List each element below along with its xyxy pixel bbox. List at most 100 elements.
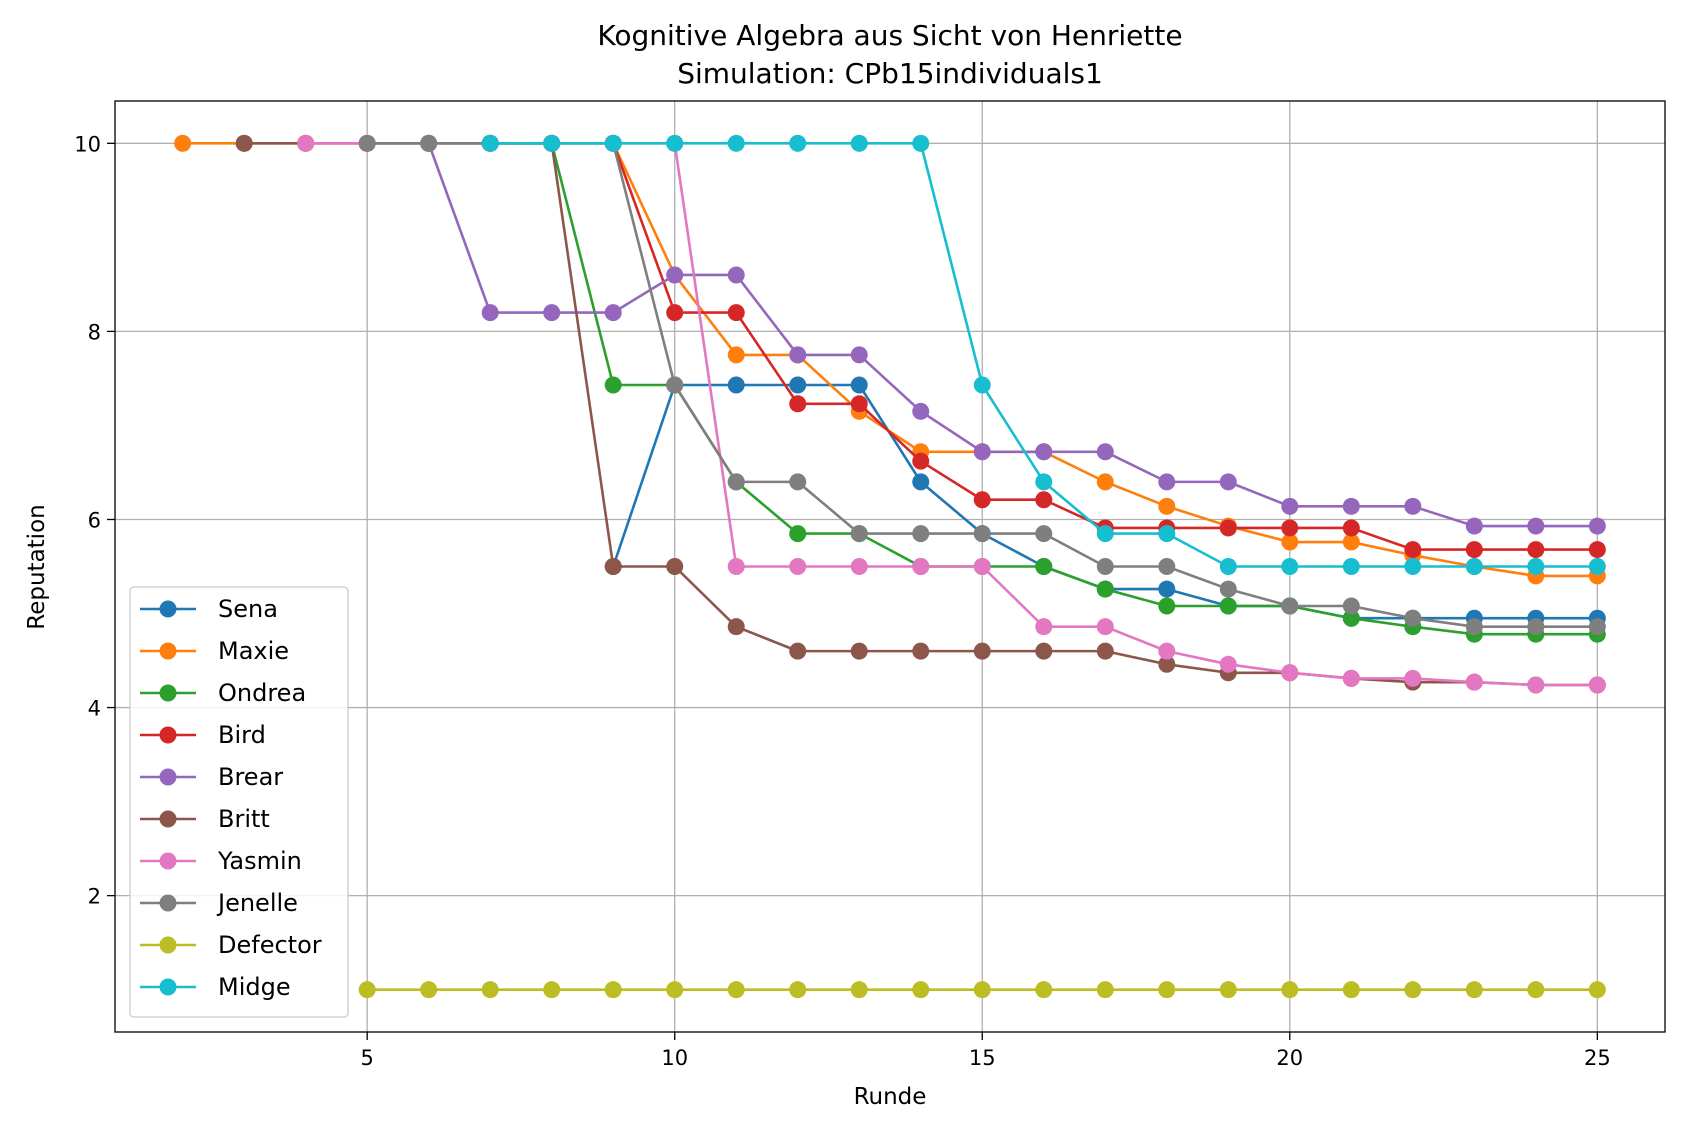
data-point-brear [1281,497,1299,515]
data-point-midge [543,134,561,152]
data-point-bird [666,304,684,322]
data-point-midge [1219,558,1237,575]
data-point-defector [912,981,930,999]
data-point-yasmin [1158,642,1176,660]
data-point-maxie [174,134,192,152]
data-point-yasmin [912,558,930,575]
data-point-midge [1342,558,1360,575]
data-point-brear [789,346,807,364]
data-point-midge [666,134,684,152]
data-point-jenelle [789,473,807,491]
data-point-yasmin [789,558,807,575]
data-point-defector [1404,981,1422,999]
data-point-defector [1465,981,1483,999]
data-point-defector [358,981,376,999]
series-group [174,134,1606,999]
data-point-bird [1527,541,1545,559]
data-point-jenelle [973,525,991,543]
data-point-brear [727,266,745,284]
data-point-maxie [1096,473,1114,491]
data-point-midge [850,134,868,152]
data-point-jenelle [1096,558,1114,575]
data-point-jenelle [1158,558,1176,575]
data-point-jenelle [1281,597,1299,615]
legend-marker-midge [159,978,177,996]
series-defector [358,981,1606,999]
data-point-midge [1035,473,1053,491]
data-point-sena [727,376,745,394]
data-point-britt [727,618,745,636]
data-point-britt [1035,642,1053,660]
legend-marker-maxie [159,642,177,660]
data-point-midge [912,134,930,152]
data-point-brear [912,402,930,420]
data-point-jenelle [850,525,868,543]
data-point-defector [420,981,438,999]
legend-marker-jenelle [159,894,177,912]
data-point-yasmin [1219,655,1237,673]
data-point-yasmin [727,558,745,575]
data-point-yasmin [850,558,868,575]
data-point-yasmin [973,558,991,575]
data-point-bird [1404,541,1422,559]
data-point-yasmin [1281,664,1299,682]
legend-marker-yasmin [159,852,177,870]
x-axis-label: Runde [854,1084,927,1110]
data-point-midge [1588,558,1606,575]
data-point-yasmin [1588,676,1606,694]
legend-label-defector: Defector [218,931,322,959]
data-point-defector [666,981,684,999]
legend: Sena Maxie Ondrea Bird Brear Britt Yasmin Jenel… [129,586,349,1018]
y-tick-label: 2 [88,885,101,909]
data-point-defector [1219,981,1237,999]
data-point-ondrea [789,525,807,543]
legend-label-jenelle: Jenelle [216,889,298,917]
data-point-defector [1527,981,1545,999]
data-point-defector [1342,981,1360,999]
legend-marker-ondrea [159,684,177,702]
data-point-defector [973,981,991,999]
data-point-jenelle [666,376,684,394]
data-point-brear [481,304,499,322]
data-point-defector [1096,981,1114,999]
data-point-brear [604,304,622,322]
y-tick-label: 8 [88,320,101,344]
series-midge [481,134,1606,575]
data-point-brear [1035,443,1053,461]
legend-marker-brear [159,768,177,786]
data-point-ondrea [1219,597,1237,615]
data-point-jenelle [1404,609,1422,627]
data-point-yasmin [1035,618,1053,636]
legend-label-bird: Bird [218,721,266,749]
data-point-bird [1219,519,1237,537]
data-point-ondrea [1158,597,1176,615]
data-point-yasmin [1404,669,1422,687]
data-point-midge [1527,558,1545,575]
data-point-midge [1281,558,1299,575]
data-point-britt [789,642,807,660]
data-point-maxie [1342,533,1360,551]
data-point-brear [1158,473,1176,491]
series-bird [604,134,1606,559]
data-point-sena [912,473,930,491]
data-point-jenelle [912,525,930,543]
data-point-defector [543,981,561,999]
data-point-jenelle [1342,597,1360,615]
data-point-maxie [1158,497,1176,515]
y-axis-label: Reputation [24,504,50,629]
data-point-midge [1158,525,1176,543]
chart-title: Kognitive Algebra aus Sicht von Henriett… [597,19,1182,52]
data-point-bird [727,304,745,322]
data-point-bird [1342,519,1360,537]
data-point-brear [666,266,684,284]
data-point-midge [1465,558,1483,575]
data-point-midge [973,376,991,394]
data-point-bird [1588,541,1606,559]
data-point-jenelle [1465,618,1483,636]
x-tick-label: 25 [1584,1046,1611,1070]
legend-label-maxie: Maxie [218,637,289,665]
data-point-defector [1281,981,1299,999]
data-point-brear [1527,517,1545,535]
data-point-jenelle [1035,525,1053,543]
